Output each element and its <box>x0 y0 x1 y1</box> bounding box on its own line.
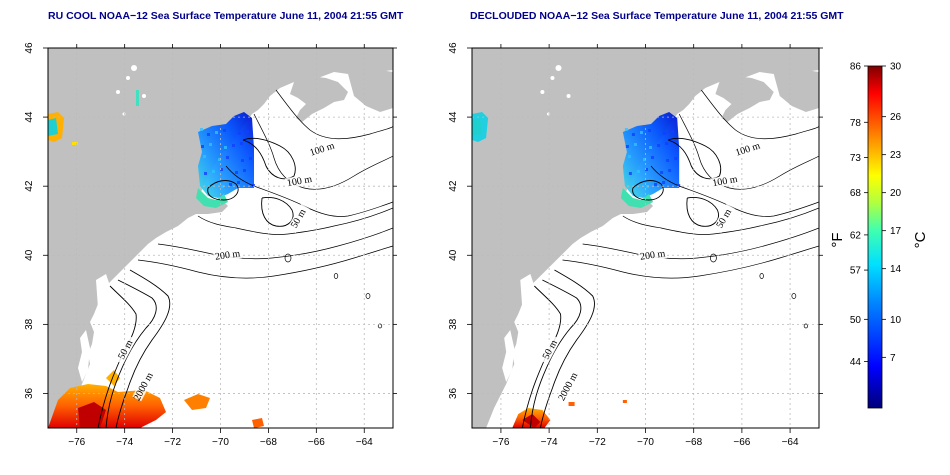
longitude-tick-label: −68 <box>685 437 702 448</box>
fahrenheit-unit-label: °F <box>829 232 846 247</box>
fahrenheit-tick-label: 68 <box>850 188 862 199</box>
landmass <box>48 48 393 428</box>
depth-contour-label: 100 m <box>286 174 313 189</box>
latitude-tick-label: 42 <box>24 180 35 192</box>
latitude-tick-label: 38 <box>448 318 459 330</box>
latitude-tick-label: 40 <box>24 249 35 261</box>
colorbar-gradient <box>867 65 883 409</box>
map-title-right: DECLOUDED NOAA−12 Sea Surface Temperatur… <box>470 10 844 22</box>
fahrenheit-tick-label: 50 <box>850 315 862 326</box>
latitude-tick-label: 36 <box>448 387 459 399</box>
longitude-tick-label: −72 <box>164 437 181 448</box>
latitude-tick-label: 44 <box>448 111 459 123</box>
longitude-tick-label: −64 <box>782 437 799 448</box>
latitude-tick-label: 36 <box>24 387 35 399</box>
latitude-tick-label: 42 <box>448 180 459 192</box>
longitude-tick-label: −70 <box>637 437 654 448</box>
latitude-tick-label: 38 <box>24 318 35 330</box>
longitude-tick-label: −76 <box>68 437 85 448</box>
latitude-tick-label: 44 <box>24 111 35 123</box>
latitude-tick-label: 40 <box>448 249 459 261</box>
fahrenheit-tick-label: 86 <box>850 62 862 73</box>
celsius-tick-label: 10 <box>890 315 902 326</box>
celsius-tick-label: 7 <box>890 353 896 364</box>
depth-contour-label: 200 m <box>214 248 241 262</box>
fahrenheit-tick-label: 62 <box>850 230 862 241</box>
fahrenheit-tick-label: 78 <box>850 118 862 129</box>
celsius-tick-label: 30 <box>890 62 902 73</box>
celsius-tick-label: 14 <box>890 264 902 275</box>
longitude-tick-label: −74 <box>541 437 558 448</box>
longitude-tick-label: −68 <box>260 437 277 448</box>
celsius-tick-label: 17 <box>890 226 902 237</box>
longitude-tick-label: −66 <box>308 437 325 448</box>
depth-contour-label: 100 m <box>712 174 739 189</box>
longitude-tick-label: −70 <box>212 437 229 448</box>
longitude-tick-label: −74 <box>116 437 133 448</box>
celsius-tick-label: 23 <box>890 150 902 161</box>
longitude-tick-label: −66 <box>733 437 750 448</box>
depth-contour-label: 200 m <box>639 248 666 262</box>
celsius-tick-label: 20 <box>890 188 902 199</box>
map-title-left: RU COOL NOAA−12 Sea Surface Temperature … <box>48 10 404 22</box>
temperature-colorbar: °F °C <box>829 65 929 409</box>
longitude-tick-label: −72 <box>589 437 606 448</box>
fahrenheit-tick-label: 44 <box>850 357 862 368</box>
landmass <box>472 48 819 428</box>
celsius-tick-label: 26 <box>890 112 902 123</box>
latitude-tick-label: 46 <box>448 42 459 54</box>
longitude-tick-label: −64 <box>356 437 373 448</box>
celsius-unit-label: °C <box>912 231 929 248</box>
fahrenheit-tick-label: 57 <box>850 266 862 277</box>
latitude-tick-label: 46 <box>24 42 35 54</box>
fahrenheit-tick-label: 73 <box>850 153 862 164</box>
longitude-tick-label: −76 <box>492 437 509 448</box>
